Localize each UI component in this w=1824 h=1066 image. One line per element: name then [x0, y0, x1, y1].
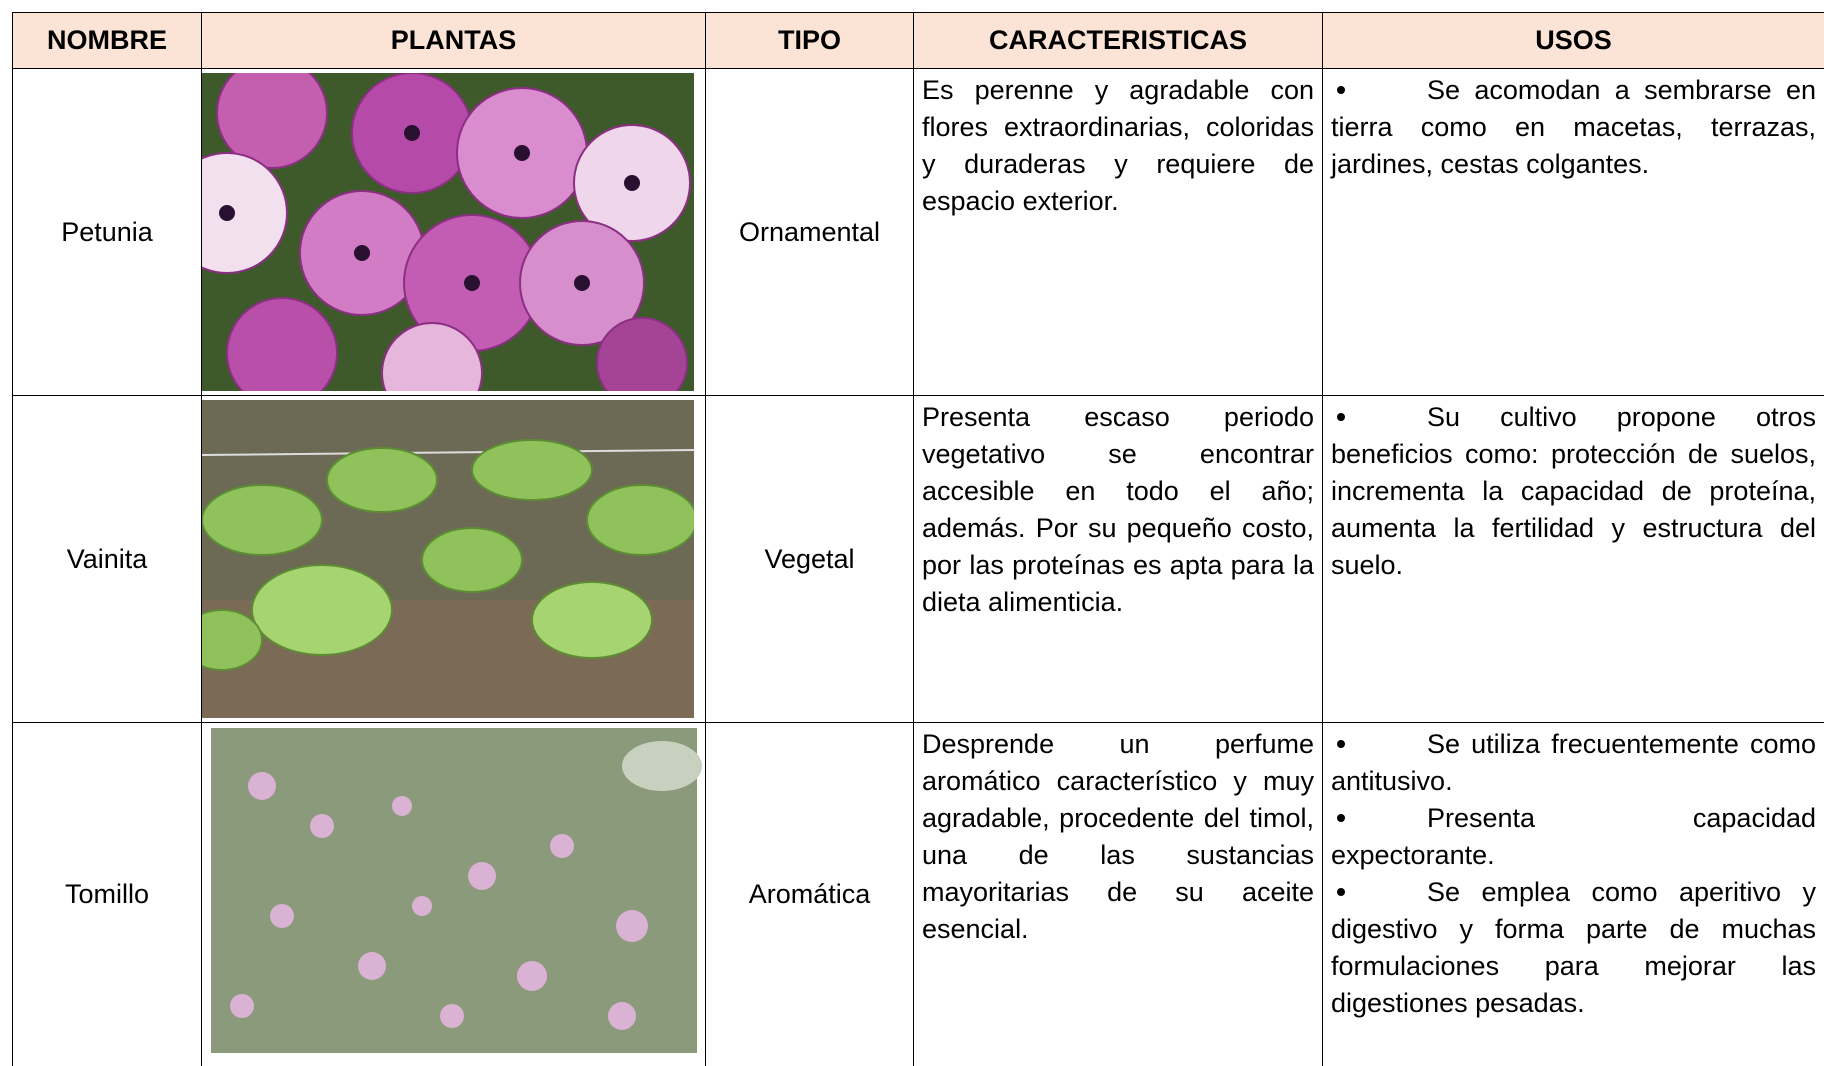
- header-cell: NOMBRE: [13, 13, 202, 69]
- plants-table: NOMBRE PLANTAS TIPO CARACTERISTICAS USOS…: [12, 12, 1824, 1066]
- tomillo-photo: [202, 726, 706, 1063]
- characteristics-cell: Presenta escaso periodo vegetativo se en…: [914, 396, 1323, 723]
- header-cell: PLANTAS: [202, 13, 706, 69]
- petunia-photo: [202, 73, 694, 391]
- use-item: Se utiliza frecuentemente como antitusiv…: [1331, 726, 1816, 800]
- name-cell: Vainita: [13, 396, 202, 723]
- use-item: Se acomodan a sembrarse en tierra como e…: [1331, 72, 1816, 183]
- uses-list: Se utiliza frecuentemente como antitusiv…: [1331, 726, 1816, 1022]
- uses-cell: Su cultivo propone otros beneficios como…: [1323, 396, 1824, 723]
- uses-list: Su cultivo propone otros beneficios como…: [1331, 399, 1816, 584]
- type-cell: Vegetal: [706, 396, 914, 723]
- type-cell: Aromática: [706, 723, 914, 1066]
- uses-cell: Se acomodan a sembrarse en tierra como e…: [1323, 69, 1824, 396]
- header-cell: TIPO: [706, 13, 914, 69]
- characteristics-cell: Es perenne y agradable con flores extrao…: [914, 69, 1323, 396]
- use-item: Su cultivo propone otros beneficios como…: [1331, 399, 1816, 584]
- header-row: NOMBRE PLANTAS TIPO CARACTERISTICAS USOS: [13, 13, 1824, 69]
- image-cell: [202, 723, 706, 1066]
- name-cell: Petunia: [13, 69, 202, 396]
- header-cell: CARACTERISTICAS: [914, 13, 1323, 69]
- row: Petunia Ornamental Es perenne y agradabl…: [13, 69, 1824, 396]
- image-cell: [202, 69, 706, 396]
- image-cell: [202, 396, 706, 723]
- uses-cell: Se utiliza frecuentemente como antitusiv…: [1323, 723, 1824, 1066]
- name-cell: Tomillo: [13, 723, 202, 1066]
- header-cell: USOS: [1323, 13, 1824, 69]
- use-item: Presenta capacidad expectorante.: [1331, 800, 1816, 874]
- row: Vainita Vegetal Presenta escaso periodo …: [13, 396, 1824, 723]
- characteristics-cell: Desprende un perfume aromático caracterí…: [914, 723, 1323, 1066]
- type-cell: Ornamental: [706, 69, 914, 396]
- use-item: Se emplea como aperitivo y digestivo y f…: [1331, 874, 1816, 1022]
- row: Tomillo Aromática Desprende un perfume a…: [13, 723, 1824, 1066]
- uses-list: Se acomodan a sembrarse en tierra como e…: [1331, 72, 1816, 183]
- vainita-photo: [202, 400, 694, 718]
